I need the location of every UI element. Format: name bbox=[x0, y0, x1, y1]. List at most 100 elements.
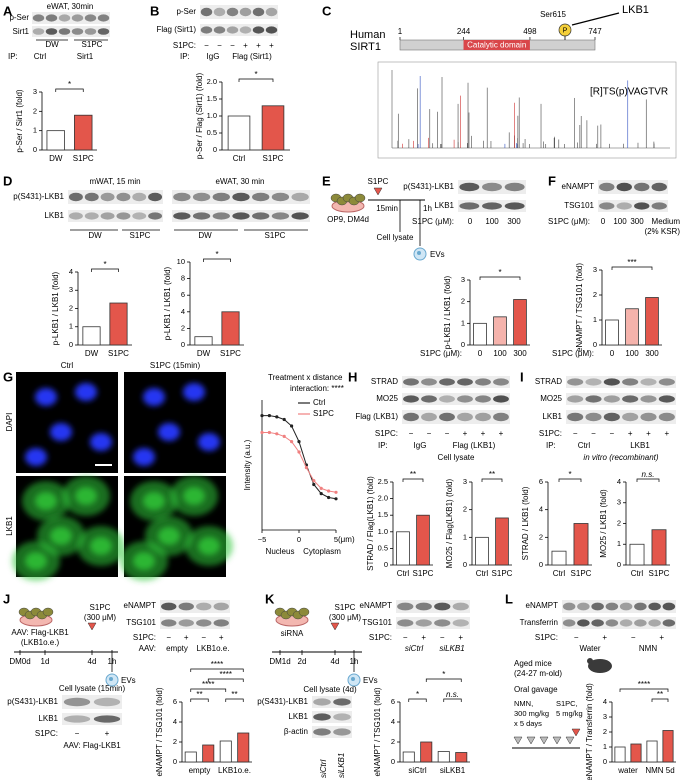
blot-band bbox=[421, 412, 437, 422]
blot-band bbox=[161, 602, 177, 611]
blot-band bbox=[567, 395, 584, 403]
blot-band bbox=[226, 26, 239, 34]
y-tick-label: 2.0 bbox=[378, 494, 388, 503]
y-tick-label: 1 bbox=[617, 539, 621, 548]
x-tick-label: 300 bbox=[645, 349, 659, 358]
blot-band bbox=[457, 378, 473, 386]
blot-band bbox=[45, 28, 58, 35]
blot-band bbox=[504, 202, 525, 210]
panel-letter: L bbox=[505, 591, 513, 606]
x-tick-label: Ctrl bbox=[476, 569, 489, 578]
blot-band bbox=[622, 395, 639, 403]
label: Cell lysate bbox=[438, 453, 475, 462]
point bbox=[267, 414, 271, 418]
blot-band bbox=[313, 713, 331, 721]
row-label: TSG101 bbox=[362, 618, 392, 627]
sig-bracket bbox=[207, 678, 244, 682]
sign: + bbox=[659, 633, 664, 642]
significance: * bbox=[215, 250, 218, 259]
label: Cytoplasm bbox=[303, 547, 341, 556]
significance: ** bbox=[489, 470, 495, 479]
blot-band bbox=[196, 602, 212, 611]
label: Human bbox=[350, 29, 385, 41]
nucleus bbox=[25, 448, 47, 466]
blot-title: eWAT, 30min bbox=[47, 2, 94, 11]
row-label: Flag (LKB1) bbox=[355, 412, 398, 421]
blot-band bbox=[200, 26, 213, 34]
significance: * bbox=[498, 268, 501, 277]
row-label: TSG101 bbox=[126, 618, 156, 627]
y-tick-label: 4 bbox=[181, 307, 185, 316]
y-tick-label: 6 bbox=[181, 290, 185, 299]
bar bbox=[74, 114, 93, 151]
blot-band bbox=[616, 202, 632, 210]
x-tick-label: 300 bbox=[513, 349, 527, 358]
y-tick-label: 0 bbox=[391, 757, 395, 766]
blot-band bbox=[619, 602, 633, 611]
cell-signal bbox=[158, 527, 180, 545]
label: S1PC: bbox=[539, 429, 562, 438]
bar bbox=[420, 741, 433, 763]
y-axis-label: p-Ser / Sirt1 (fold) bbox=[15, 89, 24, 152]
label: EVs bbox=[121, 676, 136, 685]
panel-letter: H bbox=[348, 369, 357, 384]
significance: **** bbox=[638, 680, 650, 689]
blot bbox=[32, 26, 110, 37]
sign: − bbox=[573, 429, 578, 438]
label: LKB1 bbox=[5, 516, 14, 536]
cell-signal bbox=[35, 492, 57, 510]
blot-band bbox=[32, 28, 45, 35]
label: S1PC bbox=[82, 40, 103, 49]
bar bbox=[646, 740, 658, 763]
blot-band bbox=[291, 192, 309, 202]
row-label: Flag (Sirt1) bbox=[156, 25, 196, 34]
blot-band bbox=[434, 602, 451, 611]
label: 0 bbox=[601, 217, 606, 226]
blot-band bbox=[634, 182, 650, 192]
blot-band bbox=[562, 619, 576, 627]
y-tick-label: 1 bbox=[461, 318, 465, 327]
blot-band bbox=[457, 395, 473, 403]
label: Treatment x distance bbox=[268, 373, 343, 382]
blot-band bbox=[658, 395, 675, 403]
label: S1PC: bbox=[375, 429, 398, 438]
label: DAPI bbox=[5, 413, 14, 432]
y-tick-label: 2 bbox=[603, 727, 607, 736]
label: (LKB1o.e.) bbox=[21, 638, 60, 647]
label: Nucleus bbox=[266, 547, 295, 556]
sig-bracket bbox=[611, 266, 653, 270]
blot-band bbox=[599, 202, 615, 210]
sig-bracket bbox=[481, 478, 503, 482]
y-axis-label: p-LKB1 / LKB1 (fold) bbox=[51, 271, 60, 345]
point bbox=[297, 440, 301, 444]
y-tick-label: 8 bbox=[181, 274, 185, 283]
blot bbox=[68, 210, 163, 222]
label: IgG bbox=[414, 441, 427, 450]
blot-band bbox=[459, 182, 480, 192]
blot-band bbox=[173, 192, 191, 202]
label: Flag (Sirt1) bbox=[232, 52, 272, 61]
x-tick-label: 100 bbox=[625, 349, 639, 358]
sign: + bbox=[664, 429, 669, 438]
sig-bracket bbox=[238, 78, 274, 82]
significance: ** bbox=[410, 470, 416, 479]
blot-band bbox=[271, 212, 290, 220]
label: S1PC (μM): bbox=[548, 217, 590, 226]
y-tick-label: 4 bbox=[391, 717, 395, 726]
blot-band bbox=[239, 7, 252, 17]
sign: − bbox=[409, 429, 414, 438]
y-tick-label: 4 bbox=[603, 697, 607, 706]
label: 0 bbox=[468, 217, 473, 226]
bar bbox=[495, 517, 509, 566]
row-label: LKB1 bbox=[44, 211, 64, 220]
blot-band bbox=[452, 602, 469, 611]
blot bbox=[566, 376, 676, 388]
blot bbox=[562, 600, 676, 613]
sig-bracket bbox=[225, 698, 244, 702]
panel-letter: G bbox=[3, 369, 13, 384]
label: 5 mg/kg bbox=[556, 709, 583, 718]
label: interaction: **** bbox=[290, 384, 344, 393]
y-tick-label: 1 bbox=[593, 315, 597, 324]
x-axis-label: (μm) bbox=[338, 535, 355, 544]
y-tick-label: 0.5 bbox=[378, 543, 388, 552]
